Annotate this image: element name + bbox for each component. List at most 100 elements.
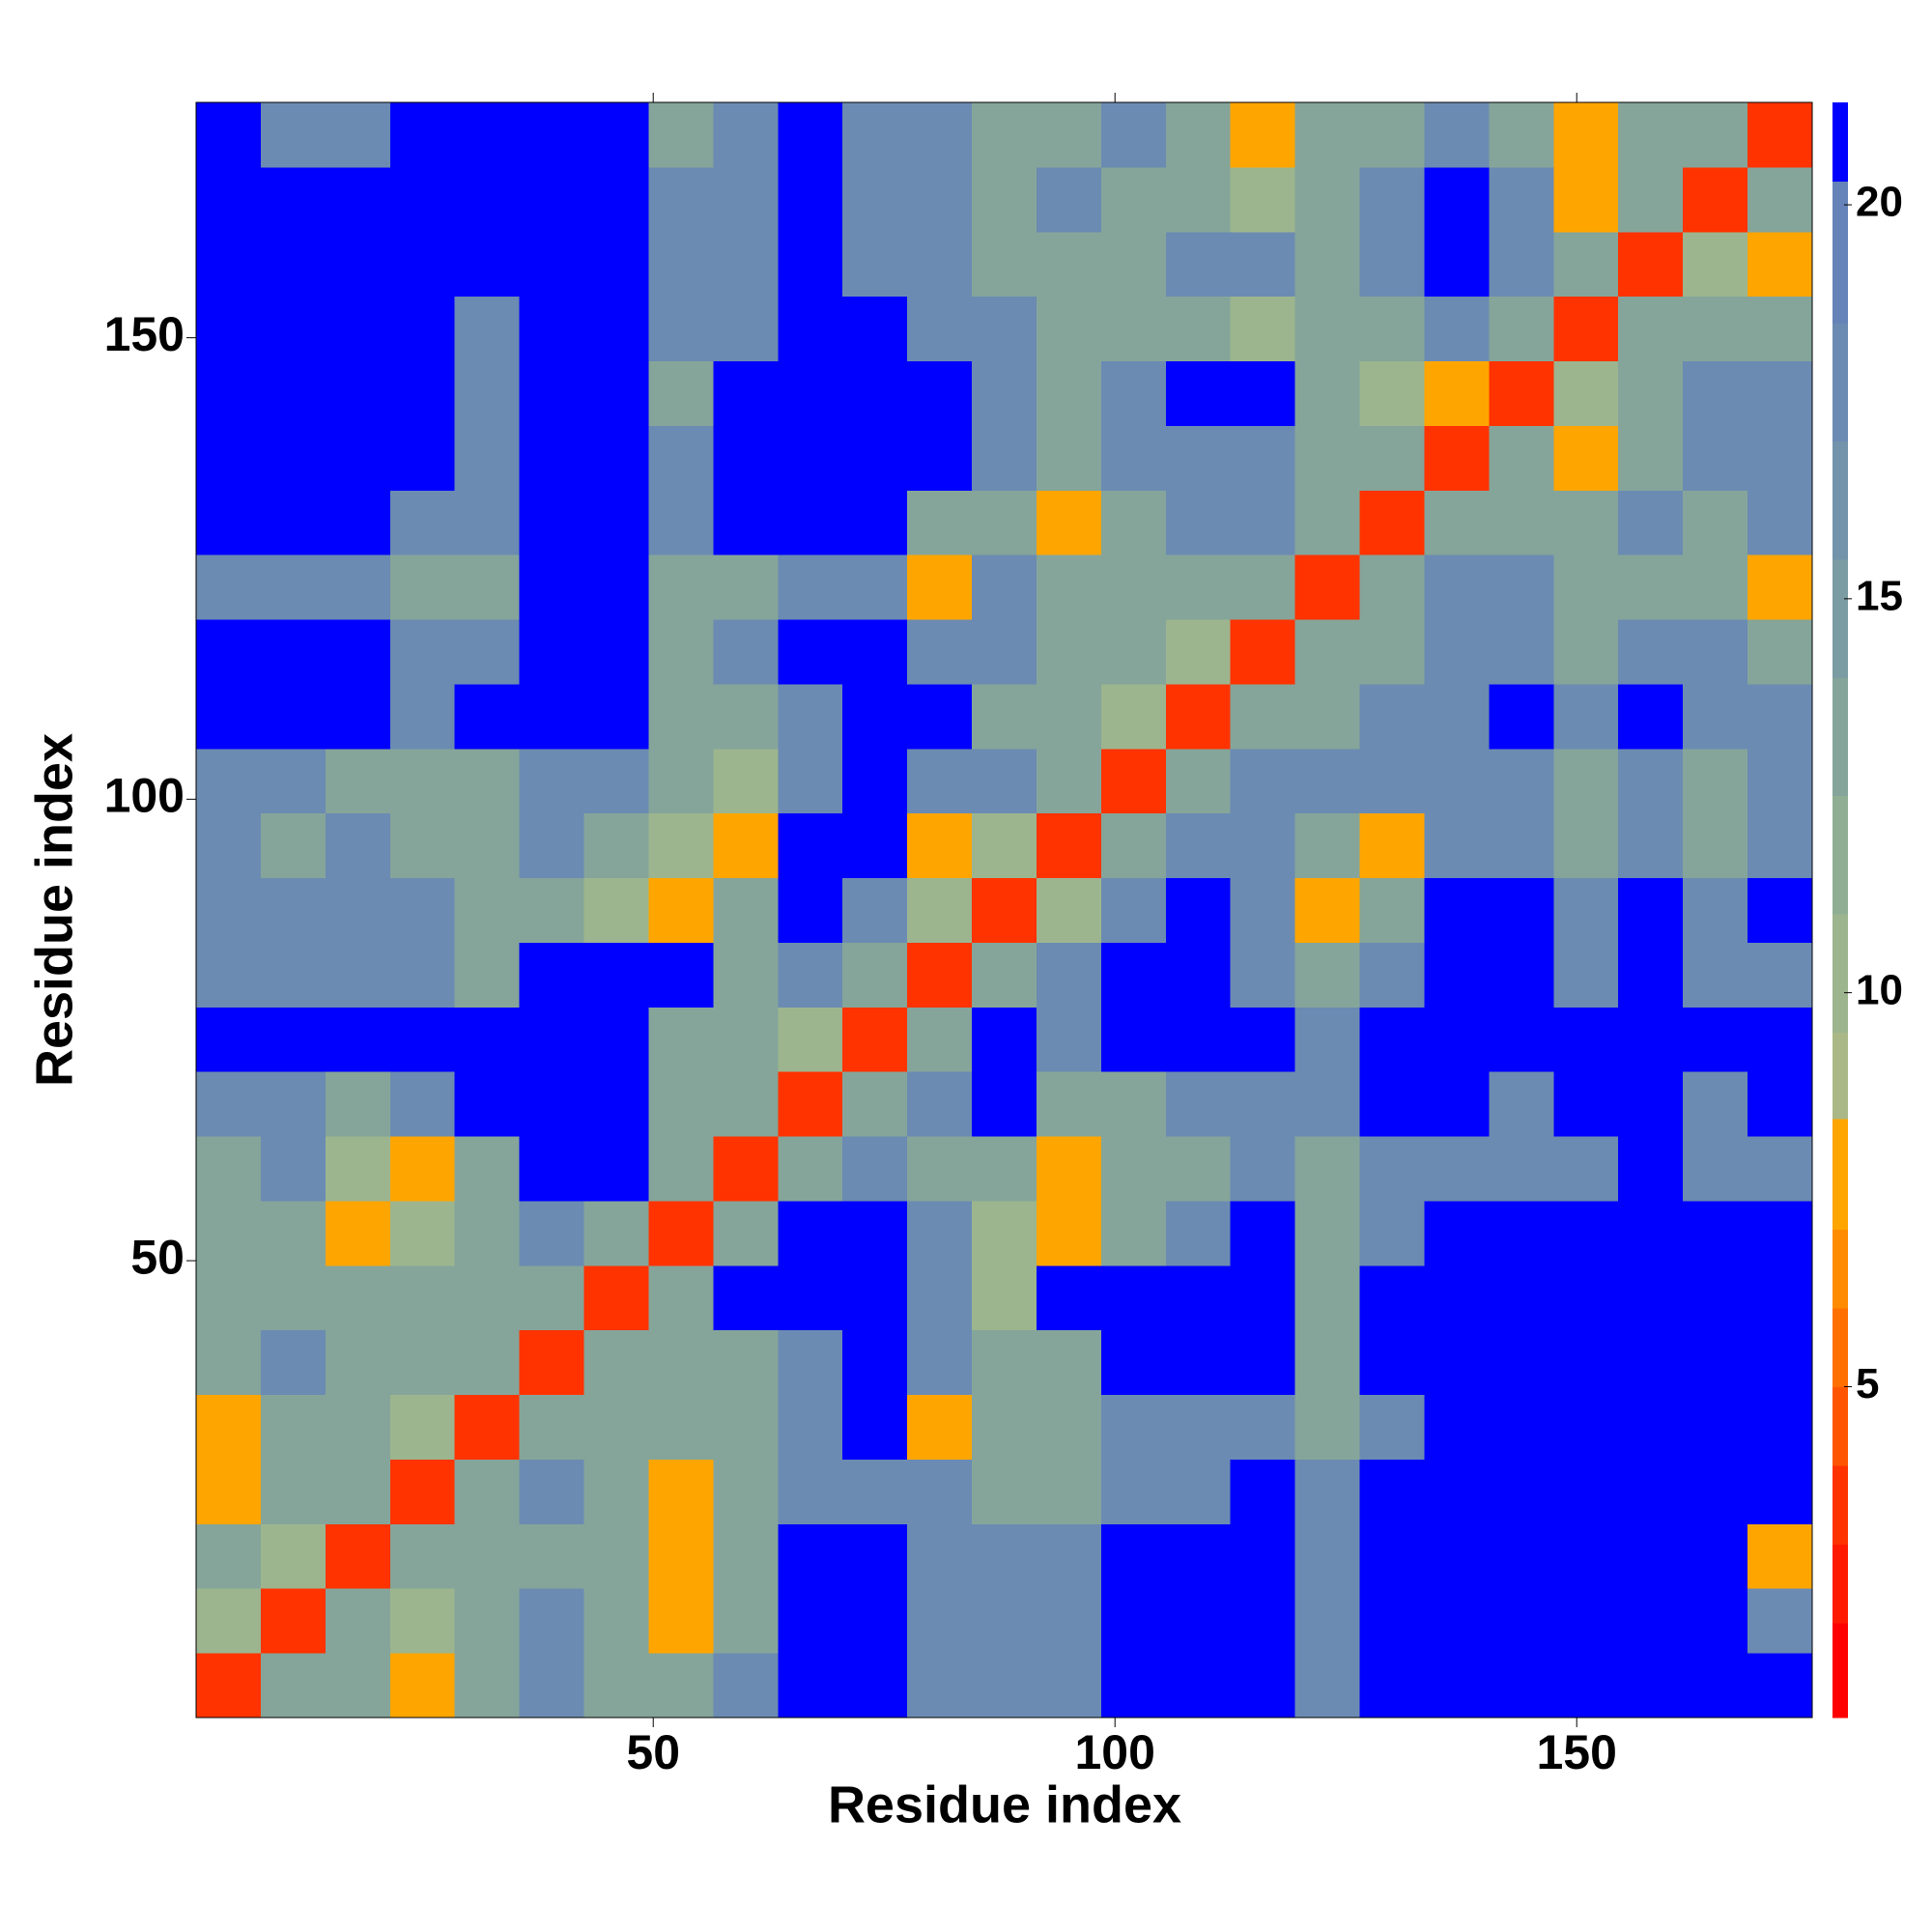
heatmap-cell <box>1359 1264 1425 1331</box>
heatmap-cell <box>907 748 973 814</box>
heatmap-cell <box>389 1264 456 1331</box>
heatmap-cell <box>260 1459 327 1524</box>
heatmap-cell <box>196 1136 262 1202</box>
heatmap-cell <box>648 554 714 620</box>
heatmap-cell <box>713 1329 779 1396</box>
heatmap-cell <box>842 296 908 362</box>
heatmap-cell <box>583 619 649 685</box>
heatmap-cell <box>972 877 1037 943</box>
heatmap-cell <box>196 1007 262 1072</box>
heatmap-cell <box>1100 231 1167 298</box>
heatmap-cell <box>1489 1007 1554 1072</box>
heatmap-cell <box>389 102 456 168</box>
heatmap-cell <box>1489 942 1554 1008</box>
heatmap-cell <box>196 102 262 168</box>
heatmap-cell <box>1165 1071 1232 1137</box>
heatmap-cell <box>1683 425 1748 491</box>
heatmap-cell <box>1489 1071 1554 1137</box>
heatmap-cell <box>1489 1653 1554 1719</box>
heatmap-cell <box>842 1459 908 1524</box>
heatmap-cell <box>583 877 649 943</box>
heatmap-cell <box>1100 877 1167 943</box>
heatmap-cell <box>648 1264 714 1331</box>
heatmap-cell <box>1424 231 1490 298</box>
heatmap-cell <box>1294 619 1361 685</box>
heatmap-cell <box>713 1459 779 1524</box>
heatmap-cell <box>389 812 456 879</box>
colorbar-band <box>1833 102 1848 183</box>
x-tick-label: 100 <box>1075 1725 1155 1779</box>
heatmap-cell <box>260 1329 327 1396</box>
heatmap-cell <box>648 1588 714 1654</box>
heatmap-cell <box>196 296 262 362</box>
heatmap-cell <box>713 231 779 298</box>
heatmap-cell <box>454 1071 521 1137</box>
heatmap-cell <box>713 748 779 814</box>
heatmap-cell <box>1424 748 1490 814</box>
heatmap-cell <box>1359 1523 1425 1589</box>
heatmap-cell <box>260 166 327 233</box>
heatmap-cell <box>260 1136 327 1202</box>
heatmap-cell <box>1359 166 1425 233</box>
heatmap-cell <box>454 877 521 943</box>
heatmap-cell <box>778 942 843 1008</box>
heatmap-cell <box>519 554 585 620</box>
heatmap-cell <box>1359 1588 1425 1654</box>
heatmap-cell <box>454 748 521 814</box>
heatmap-cell <box>1424 1394 1490 1460</box>
heatmap-cell <box>907 360 973 426</box>
heatmap-cell <box>972 1136 1037 1202</box>
heatmap-cell <box>1100 619 1167 685</box>
heatmap-cell <box>1618 942 1684 1008</box>
heatmap-cell <box>1100 360 1167 426</box>
heatmap-cell <box>1683 166 1748 233</box>
heatmap-cell <box>1618 296 1684 362</box>
heatmap-cell <box>389 1071 456 1137</box>
heatmap-cell <box>1100 102 1167 168</box>
heatmap-cell <box>196 1329 262 1396</box>
heatmap-cell <box>1165 360 1232 426</box>
heatmap-cell <box>583 1588 649 1654</box>
heatmap-cell <box>842 619 908 685</box>
heatmap-cell <box>325 1394 391 1460</box>
heatmap-cell <box>778 1394 843 1460</box>
heatmap-cell <box>1618 360 1684 426</box>
heatmap-cell <box>778 490 843 555</box>
heatmap-cell <box>1489 683 1554 750</box>
heatmap-cell <box>713 1264 779 1331</box>
heatmap-cell <box>1165 812 1232 879</box>
heatmap-cell <box>454 812 521 879</box>
heatmap-cell <box>1359 231 1425 298</box>
heatmap-cell <box>1747 683 1813 750</box>
heatmap-cell <box>1100 1007 1167 1072</box>
heatmap-cell <box>1294 1200 1361 1266</box>
heatmap-cell <box>1359 425 1425 491</box>
heatmap-cell <box>1100 1071 1167 1137</box>
heatmap-cell <box>1294 1007 1361 1072</box>
heatmap-cell <box>519 1588 585 1654</box>
heatmap-cell <box>1424 877 1490 943</box>
heatmap-cell <box>842 231 908 298</box>
heatmap-cell <box>1294 877 1361 943</box>
heatmap-cell <box>1747 231 1813 298</box>
heatmap-cell <box>454 942 521 1008</box>
heatmap-cell <box>454 1136 521 1202</box>
heatmap-cell <box>1294 1588 1361 1654</box>
plot-frame <box>195 101 1813 1719</box>
heatmap-cell <box>842 490 908 555</box>
heatmap-cell <box>713 1523 779 1589</box>
heatmap-cell <box>1489 1588 1554 1654</box>
heatmap-cell <box>972 1200 1037 1266</box>
heatmap-cell <box>1036 1459 1102 1524</box>
heatmap-cell <box>648 683 714 750</box>
heatmap-cell <box>648 812 714 879</box>
heatmap-cell <box>1359 102 1425 168</box>
heatmap-cell <box>1553 1007 1619 1072</box>
x-tick-label: 150 <box>1537 1725 1617 1779</box>
heatmap-cell <box>1165 1264 1232 1331</box>
heatmap-cell <box>842 554 908 620</box>
heatmap-cell <box>325 812 391 879</box>
heatmap-cell <box>907 683 973 750</box>
heatmap-cell <box>907 296 973 362</box>
heatmap-cell <box>972 296 1037 362</box>
